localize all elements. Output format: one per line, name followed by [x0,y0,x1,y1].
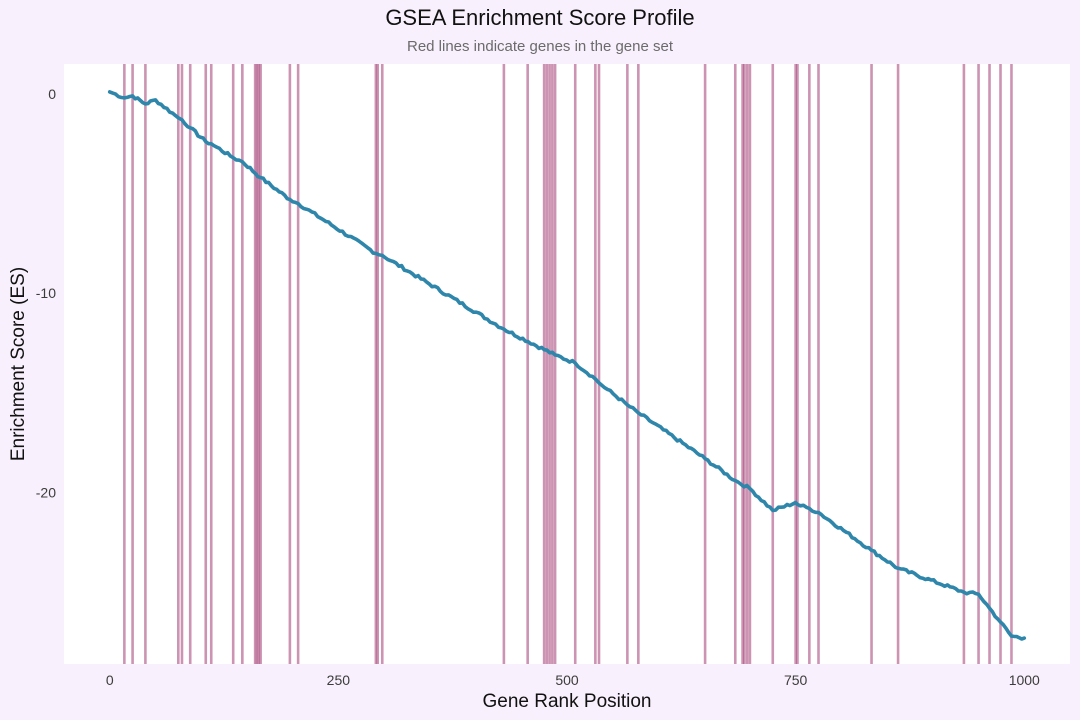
x-tick-label-1000: 1000 [1009,672,1040,688]
es-line-layer [107,90,1027,641]
x-axis-ticks: 0 250 500 750 1000 [106,672,1040,688]
chart-subtitle: Red lines indicate genes in the gene set [406,38,673,55]
x-tick-label-250: 250 [327,672,351,688]
x-axis-label: Gene Rank Position [483,691,652,712]
x-tick-label-500: 500 [555,672,579,688]
y-tick-label-neg20: -20 [36,485,56,501]
chart-title: GSEA Enrichment Score Profile [385,5,695,30]
es-line [107,90,1027,641]
y-tick-label-0: 0 [48,86,56,102]
x-tick-label-750: 750 [784,672,808,688]
y-axis-ticks: 0 -10 -20 [36,86,56,501]
y-axis-label: Enrichment Score (ES) [8,267,29,461]
x-tick-label-0: 0 [106,672,114,688]
y-tick-label-neg10: -10 [36,285,56,301]
plot-panel [64,64,1070,664]
